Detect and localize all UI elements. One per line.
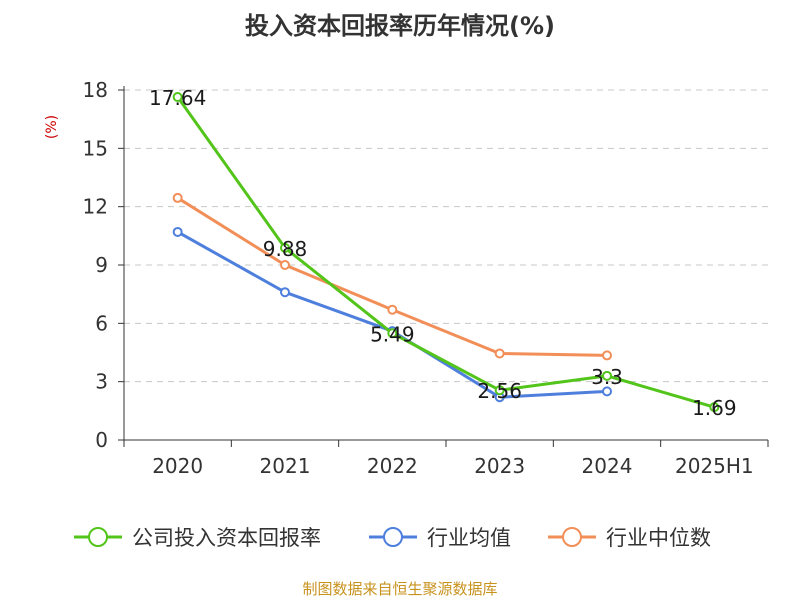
data-point [280, 242, 290, 253]
y-tick-label: 6 [95, 311, 108, 335]
data-point [602, 350, 612, 361]
legend-line-marker-icon [548, 527, 596, 547]
x-tick-label: 2024 [582, 454, 633, 478]
legend-item-industry-median[interactable]: 行业中位数 [546, 519, 711, 555]
legend-item-industry-average[interactable]: 行业均值 [367, 519, 511, 555]
data-point [172, 92, 183, 102]
data-label: 17.64 [149, 86, 206, 110]
x-tick-label: 2021 [260, 454, 311, 478]
x-tick-label: 2023 [474, 454, 525, 478]
y-tick-label: 0 [95, 428, 108, 452]
data-label: 9.88 [263, 237, 308, 261]
legend-item-company-roic[interactable]: 公司投入资本回报率 [72, 519, 321, 555]
data-label: 3.3 [591, 365, 623, 389]
y-tick-label: 9 [95, 253, 108, 277]
data-label: 1.69 [692, 396, 737, 420]
legend-line-marker-icon [369, 527, 417, 547]
data-source-note: 制图数据来自恒生聚源数据库 [302, 580, 498, 598]
chart-title: 投入资本回报率历年情况(%) [245, 12, 555, 40]
data-point [280, 287, 290, 298]
x-tick-label: 2022 [367, 454, 418, 478]
y-tick-label: 12 [83, 195, 108, 219]
data-point [602, 370, 612, 381]
data-point [602, 386, 612, 397]
y-tick-label: 3 [95, 370, 108, 394]
data-point [494, 348, 505, 359]
data-point [172, 192, 183, 203]
x-tick-label: 2025H1 [675, 454, 754, 478]
data-point [172, 226, 183, 237]
data-point [280, 260, 290, 270]
legend-label-company-roic: 公司投入资本回报率 [132, 526, 321, 550]
data-label: 2.56 [477, 379, 522, 403]
data-point [387, 328, 398, 339]
data-label: 5.49 [370, 322, 415, 346]
x-tick-label: 2020 [152, 454, 203, 478]
series-line [176, 95, 716, 409]
data-point [387, 304, 398, 315]
data-point [709, 402, 720, 413]
legend-line-marker-icon [74, 527, 122, 547]
data-point [494, 385, 505, 396]
y-tick-label: 15 [83, 136, 108, 160]
legend-label-industry-median: 行业中位数 [606, 526, 711, 550]
y-tick-label: 18 [83, 78, 108, 102]
legend-label-industry-average: 行业均值 [427, 526, 511, 550]
legend: 公司投入资本回报率 行业均值 行业中位数 [0, 519, 800, 555]
